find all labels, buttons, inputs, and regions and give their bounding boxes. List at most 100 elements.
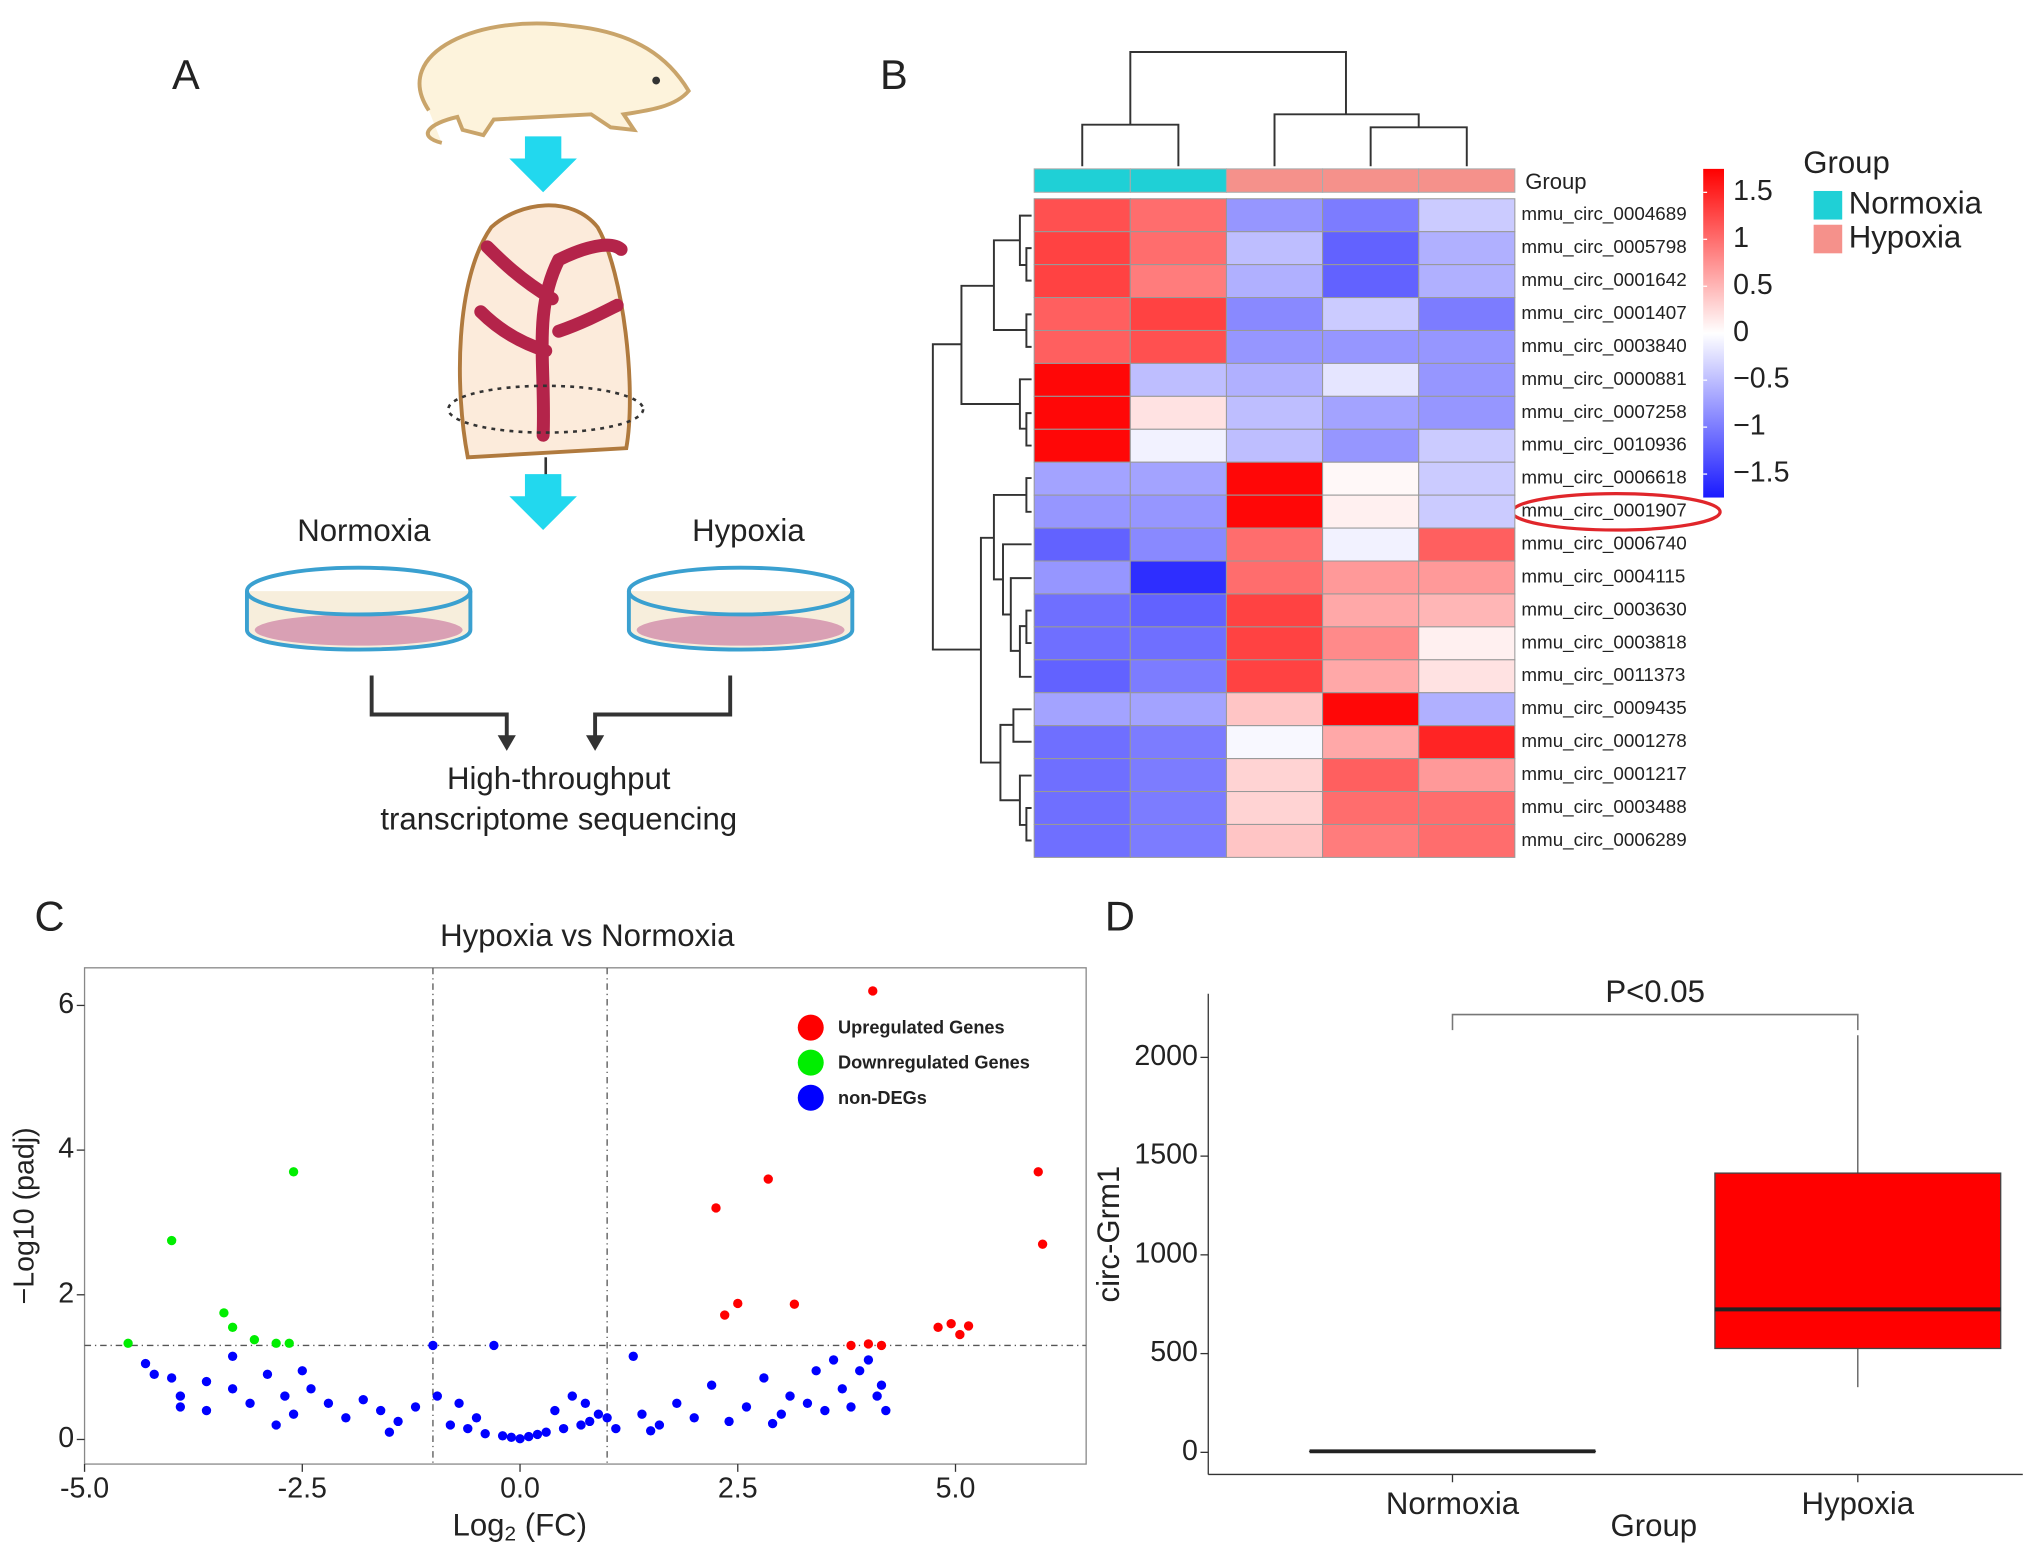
heatmap-cell xyxy=(1033,297,1131,332)
heatmap-cell xyxy=(1225,791,1324,825)
point xyxy=(358,1395,368,1405)
point xyxy=(288,1409,299,1419)
row-label: mmu_circ_0003818 xyxy=(1521,631,1686,653)
point xyxy=(846,1340,856,1351)
legend-marker xyxy=(797,1084,824,1111)
row-label: mmu_circ_0003840 xyxy=(1521,335,1686,357)
heatmap-cell xyxy=(1033,494,1131,529)
heatmap-cell xyxy=(1418,791,1516,825)
heatmap-cell xyxy=(1322,297,1420,332)
row-label: mmu_circ_0006618 xyxy=(1521,467,1686,489)
output-label: High-throughput xyxy=(447,761,671,796)
legend-marker xyxy=(797,1049,824,1076)
heatmap-cell xyxy=(1418,329,1516,364)
heatmap-cell xyxy=(1418,428,1516,463)
heatmap-cell xyxy=(1033,362,1131,397)
heatmap-cell xyxy=(1033,692,1131,727)
point xyxy=(802,1398,813,1408)
heatmap-cell xyxy=(1033,395,1131,430)
point xyxy=(767,1418,778,1429)
x-tick-label: Normoxia xyxy=(1386,1486,1520,1521)
heatmap-cell xyxy=(1322,461,1420,496)
heatmap-cell xyxy=(1129,329,1227,364)
heatmap-cell xyxy=(1322,264,1420,299)
dish-icon xyxy=(626,565,855,652)
row-label: mmu_circ_0003630 xyxy=(1521,598,1686,620)
point xyxy=(175,1391,186,1401)
point xyxy=(863,1339,874,1349)
row-label: mmu_circ_0001278 xyxy=(1521,730,1686,752)
heatmap-cell xyxy=(1033,758,1131,793)
point xyxy=(201,1376,212,1387)
point xyxy=(654,1420,665,1430)
point xyxy=(175,1402,186,1412)
group-row-label: Group xyxy=(1525,169,1586,194)
point xyxy=(532,1429,543,1440)
heatmap-cell xyxy=(1129,494,1227,529)
x-axis-label-sub: 2 xyxy=(504,1523,516,1546)
point xyxy=(471,1413,482,1423)
x-tick-label: 5.0 xyxy=(936,1473,976,1505)
point xyxy=(306,1384,316,1394)
heatmap-cell xyxy=(1418,362,1516,397)
point xyxy=(872,1391,882,1401)
heatmap-cell xyxy=(1225,725,1324,760)
group-cell xyxy=(1322,168,1420,193)
point xyxy=(1037,1239,1048,1249)
point xyxy=(720,1310,730,1320)
point xyxy=(628,1351,638,1361)
legend-label: Hypoxia xyxy=(1849,219,1962,254)
x-tick-label: Hypoxia xyxy=(1802,1486,1915,1521)
point xyxy=(637,1409,647,1419)
heatmap-cell xyxy=(1418,758,1516,793)
legend-label: Normoxia xyxy=(1849,185,1983,220)
heatmap-cell xyxy=(1129,231,1227,266)
point xyxy=(249,1334,260,1345)
plot-frame xyxy=(83,967,1087,1465)
point xyxy=(297,1366,307,1376)
row-label: mmu_circ_0001407 xyxy=(1521,302,1686,324)
cut-line xyxy=(447,384,645,434)
heatmap-cell xyxy=(1129,626,1227,661)
point xyxy=(432,1391,442,1401)
row-label: mmu_circ_0004689 xyxy=(1521,203,1686,225)
x-axis-label-part: Log xyxy=(453,1508,505,1543)
x-tick-label: -5.0 xyxy=(60,1473,109,1505)
heatmap-cell xyxy=(1129,758,1227,793)
point xyxy=(149,1369,159,1380)
dish-label: Normoxia xyxy=(297,513,431,548)
point xyxy=(489,1340,499,1351)
point xyxy=(376,1405,386,1416)
x-axis-label: Group xyxy=(1611,1508,1698,1543)
heatmap-cell xyxy=(1225,362,1324,397)
point xyxy=(280,1391,290,1401)
heatmap-cell xyxy=(1322,823,1420,858)
heatmap-cell xyxy=(1129,461,1227,496)
significance-bracket xyxy=(1451,1013,1859,1031)
heatmap-cell xyxy=(1033,329,1131,364)
heatmap-cell xyxy=(1322,395,1420,430)
heatmap-cell xyxy=(1225,198,1324,233)
point xyxy=(323,1398,334,1408)
dish-label: Hypoxia xyxy=(692,513,805,548)
workflow-diagram: Normoxia Hypoxia High-throughput transcr… xyxy=(244,21,855,836)
point xyxy=(341,1413,351,1423)
point xyxy=(611,1423,621,1434)
point xyxy=(789,1299,800,1309)
row-label: mmu_circ_0001907 xyxy=(1521,500,1686,522)
significance-label: P<0.05 xyxy=(1605,974,1705,1009)
colorbar-tick-label: 1.5 xyxy=(1733,175,1773,207)
y-tick-label: 6 xyxy=(58,988,74,1020)
y-tick-label: 1000 xyxy=(1134,1237,1198,1269)
point xyxy=(541,1427,551,1437)
point xyxy=(837,1384,847,1394)
heatmap-cell xyxy=(1418,560,1516,595)
heatmap-cell xyxy=(1033,527,1131,562)
point xyxy=(463,1423,473,1434)
panel-label: A xyxy=(172,51,200,98)
point xyxy=(689,1413,699,1423)
heatmap-cell xyxy=(1129,527,1227,562)
x-tick-label: 2.5 xyxy=(718,1473,758,1505)
heatmap-cell xyxy=(1225,395,1324,430)
point xyxy=(933,1322,943,1333)
